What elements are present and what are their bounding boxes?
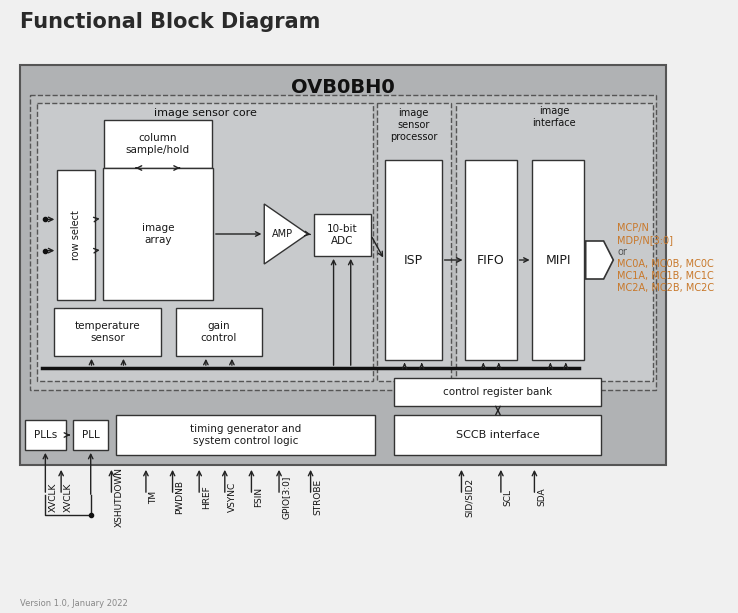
Bar bbox=[30, 95, 655, 390]
Text: MCP/N: MCP/N bbox=[617, 223, 649, 233]
Text: XVCLK: XVCLK bbox=[48, 482, 58, 512]
Text: timing generator and
system control logic: timing generator and system control logi… bbox=[190, 424, 301, 446]
Text: MC0A, MC0B, MC0C: MC0A, MC0B, MC0C bbox=[617, 259, 714, 269]
Text: row select: row select bbox=[71, 210, 81, 260]
Bar bbox=[176, 308, 262, 356]
Text: image sensor core: image sensor core bbox=[154, 108, 257, 118]
Bar bbox=[394, 415, 601, 455]
Bar bbox=[20, 65, 666, 465]
Text: XSHUTDOWN: XSHUTDOWN bbox=[114, 467, 123, 527]
Text: image
sensor
processor: image sensor processor bbox=[390, 109, 438, 142]
Bar bbox=[117, 415, 375, 455]
Text: gain
control: gain control bbox=[201, 321, 237, 343]
Bar bbox=[103, 168, 213, 300]
Text: VSYNC: VSYNC bbox=[228, 482, 237, 512]
Bar bbox=[455, 103, 652, 381]
Text: MDP/N[3:0]: MDP/N[3:0] bbox=[617, 235, 673, 245]
Text: image
array: image array bbox=[142, 223, 174, 245]
Bar bbox=[466, 160, 517, 360]
Text: PWDNB: PWDNB bbox=[176, 480, 184, 514]
Text: column
sample/hold: column sample/hold bbox=[125, 133, 190, 155]
Bar bbox=[384, 160, 442, 360]
Text: TM: TM bbox=[149, 490, 158, 503]
Text: SID/SID2: SID/SID2 bbox=[464, 478, 473, 517]
Text: MIPI: MIPI bbox=[545, 254, 570, 267]
Bar bbox=[376, 103, 451, 381]
Text: FSIN: FSIN bbox=[255, 487, 263, 507]
Bar bbox=[24, 420, 66, 450]
Text: SDA: SDA bbox=[537, 488, 546, 506]
Polygon shape bbox=[586, 241, 613, 279]
Bar bbox=[54, 308, 161, 356]
Bar bbox=[57, 170, 94, 300]
Text: STROBE: STROBE bbox=[314, 479, 323, 515]
Text: SCL: SCL bbox=[504, 489, 513, 506]
Text: PLLs: PLLs bbox=[34, 430, 57, 440]
Text: SCCB interface: SCCB interface bbox=[456, 430, 539, 440]
Text: OVB0BH0: OVB0BH0 bbox=[291, 77, 395, 96]
Text: or: or bbox=[617, 247, 627, 257]
Bar bbox=[103, 120, 212, 168]
Text: control register bank: control register bank bbox=[444, 387, 553, 397]
Text: Version 1.0, January 2022: Version 1.0, January 2022 bbox=[20, 598, 128, 607]
Bar bbox=[73, 420, 108, 450]
Polygon shape bbox=[264, 204, 308, 264]
Text: PLL: PLL bbox=[82, 430, 100, 440]
Bar bbox=[532, 160, 584, 360]
Text: MC1A, MC1B, MC1C: MC1A, MC1B, MC1C bbox=[617, 271, 714, 281]
Text: 10-bit
ADC: 10-bit ADC bbox=[327, 224, 357, 246]
Text: MC2A, MC2B, MC2C: MC2A, MC2B, MC2C bbox=[617, 283, 714, 293]
Text: FIFO: FIFO bbox=[477, 254, 505, 267]
Bar bbox=[394, 378, 601, 406]
Text: XVCLK: XVCLK bbox=[64, 482, 73, 512]
Text: temperature
sensor: temperature sensor bbox=[75, 321, 140, 343]
Text: AMP: AMP bbox=[272, 229, 292, 239]
Text: image
interface: image interface bbox=[532, 106, 576, 128]
Bar bbox=[314, 214, 370, 256]
Text: HREF: HREF bbox=[202, 485, 211, 509]
Text: ISP: ISP bbox=[404, 254, 423, 267]
Text: Functional Block Diagram: Functional Block Diagram bbox=[20, 12, 320, 32]
Bar bbox=[38, 103, 373, 381]
Text: GPIO[3:0]: GPIO[3:0] bbox=[282, 475, 291, 519]
